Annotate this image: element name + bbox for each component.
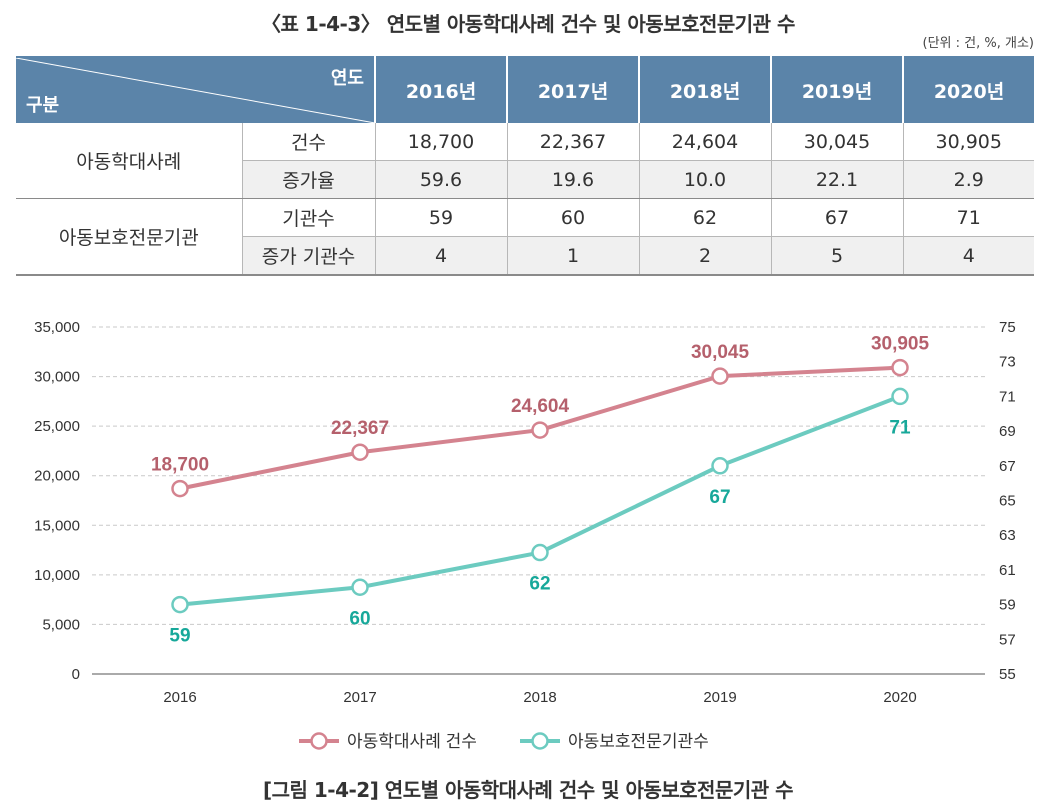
data-point xyxy=(531,543,549,562)
data-label: 30,045 xyxy=(691,342,750,363)
y-right-tick-label: 55 xyxy=(999,666,1016,683)
table-cell: 67 xyxy=(770,198,903,237)
y-left-tick-label: 10,000 xyxy=(34,567,80,584)
legend-label: 아동학대사례 건수 xyxy=(347,732,477,751)
data-label: 24,604 xyxy=(511,396,570,417)
table-cell: 22,367 xyxy=(506,123,639,161)
data-point xyxy=(891,358,909,377)
unit-note: (단위 : 건, %, 개소) xyxy=(922,36,1034,51)
y-left-tick-label: 0 xyxy=(72,666,80,683)
y-right-tick-label: 61 xyxy=(999,562,1016,579)
y-right-tick-label: 67 xyxy=(999,458,1016,475)
table-cell: 71 xyxy=(902,198,1034,237)
table-cell: 62 xyxy=(638,198,771,237)
y-right-tick-label: 71 xyxy=(999,388,1016,405)
table-cell: 5 xyxy=(770,236,903,276)
table-cell: 30,905 xyxy=(902,123,1034,161)
row-label: 건수 xyxy=(241,123,375,161)
line-chart: 0 5,000 10,000 15,000 20,000 25,000 30,000 35,0… xyxy=(34,319,1016,751)
x-tick-label: 2019 xyxy=(703,689,736,706)
y-left-tick-label: 20,000 xyxy=(34,468,80,485)
data-point xyxy=(531,421,549,439)
table-cell: 22.1 xyxy=(770,160,903,199)
y-right-tick-label: 59 xyxy=(999,597,1016,614)
row-label: 기관수 xyxy=(241,198,375,237)
corner-diagonal-line xyxy=(16,58,375,123)
table-title: 〈표 1-4-3〉 연도별 아동학대사례 건수 및 아동보호전문기관 수 xyxy=(261,12,795,36)
y-right-tick-label: 65 xyxy=(999,493,1016,510)
year-header: 2019년 xyxy=(770,57,903,123)
data-label: 18,700 xyxy=(151,455,209,476)
y-right-tick-label: 73 xyxy=(999,354,1016,371)
table-cell: 10.0 xyxy=(638,160,771,199)
legend-label: 아동보호전문기관수 xyxy=(568,732,709,751)
data-point xyxy=(171,595,189,614)
table-row: 증가 기관수 4 1 2 5 4 xyxy=(16,236,1034,276)
table-cell: 59 xyxy=(374,198,507,237)
table-cell: 19.6 xyxy=(506,160,639,199)
table-cell: 59.6 xyxy=(374,160,507,199)
year-header: 2017년 xyxy=(506,57,639,123)
data-label: 62 xyxy=(529,574,550,595)
legend-marker xyxy=(531,732,549,750)
statistics-table: 연도 구분 2016년 2017년 2018년 2019년 2020년 아동학대… xyxy=(16,56,1034,276)
legend-marker xyxy=(310,732,328,750)
y-right-tick-label: 57 xyxy=(999,631,1016,648)
row-label: 증가율 xyxy=(241,160,375,199)
group-label: 아동보호전문기관 xyxy=(16,198,242,276)
table-row: 아동학대사례 건수 18,700 22,367 24,604 30,045 30… xyxy=(16,123,1034,199)
data-label: 59 xyxy=(169,626,190,647)
data-label: 71 xyxy=(889,417,911,438)
data-label: 60 xyxy=(349,608,370,629)
data-point xyxy=(351,443,369,461)
y-right-tick-label: 69 xyxy=(999,423,1016,440)
table-cell: 1 xyxy=(506,236,639,276)
table-cell: 2 xyxy=(638,236,771,276)
year-header: 2018년 xyxy=(638,57,771,123)
table-cell: 30,045 xyxy=(770,123,903,161)
x-tick-label: 2020 xyxy=(883,689,916,706)
y-right-tick-label: 63 xyxy=(999,527,1016,544)
data-point xyxy=(711,457,729,475)
table-corner-cell: 연도 구분 xyxy=(16,57,375,123)
table-cell: 24,604 xyxy=(638,123,771,161)
year-header: 2016년 xyxy=(374,57,507,123)
data-point xyxy=(171,479,189,498)
y-right-tick-label: 75 xyxy=(999,319,1016,336)
y-left-tick-label: 35,000 xyxy=(34,319,80,336)
data-label: 67 xyxy=(709,487,730,508)
table-row: 아동보호전문기관 기관수 59 60 62 67 71 xyxy=(16,198,1034,276)
group-label: 아동학대사례 xyxy=(16,123,242,199)
data-point xyxy=(351,578,369,596)
corner-year-label: 연도 xyxy=(330,68,364,89)
row-label: 증가 기관수 xyxy=(241,236,375,276)
table-cell: 4 xyxy=(374,236,507,276)
x-tick-label: 2017 xyxy=(343,689,376,706)
table-cell: 4 xyxy=(902,236,1034,276)
data-point xyxy=(891,387,909,406)
y-left-tick-label: 15,000 xyxy=(34,517,80,534)
data-label: 22,367 xyxy=(331,418,389,439)
table-cell: 18,700 xyxy=(374,123,507,161)
y-left-tick-label: 25,000 xyxy=(34,418,80,435)
year-header: 2020년 xyxy=(902,57,1034,123)
table-row: 증가율 59.6 19.6 10.0 22.1 2.9 xyxy=(16,160,1034,199)
x-tick-label: 2016 xyxy=(163,689,196,706)
y-left-tick-label: 30,000 xyxy=(34,369,80,386)
y-left-tick-label: 5,000 xyxy=(42,616,80,633)
data-point xyxy=(711,367,729,385)
corner-category-label: 구분 xyxy=(26,95,60,116)
table-header-row: 연도 구분 2016년 2017년 2018년 2019년 2020년 xyxy=(16,57,1034,123)
x-tick-label: 2018 xyxy=(523,689,556,706)
figure-caption: [그림 1-4-2] 연도별 아동학대사례 건수 및 아동보호전문기관 수 xyxy=(262,778,794,802)
data-label: 30,905 xyxy=(871,334,930,355)
table-cell: 60 xyxy=(506,198,639,237)
table-cell: 2.9 xyxy=(902,160,1034,199)
